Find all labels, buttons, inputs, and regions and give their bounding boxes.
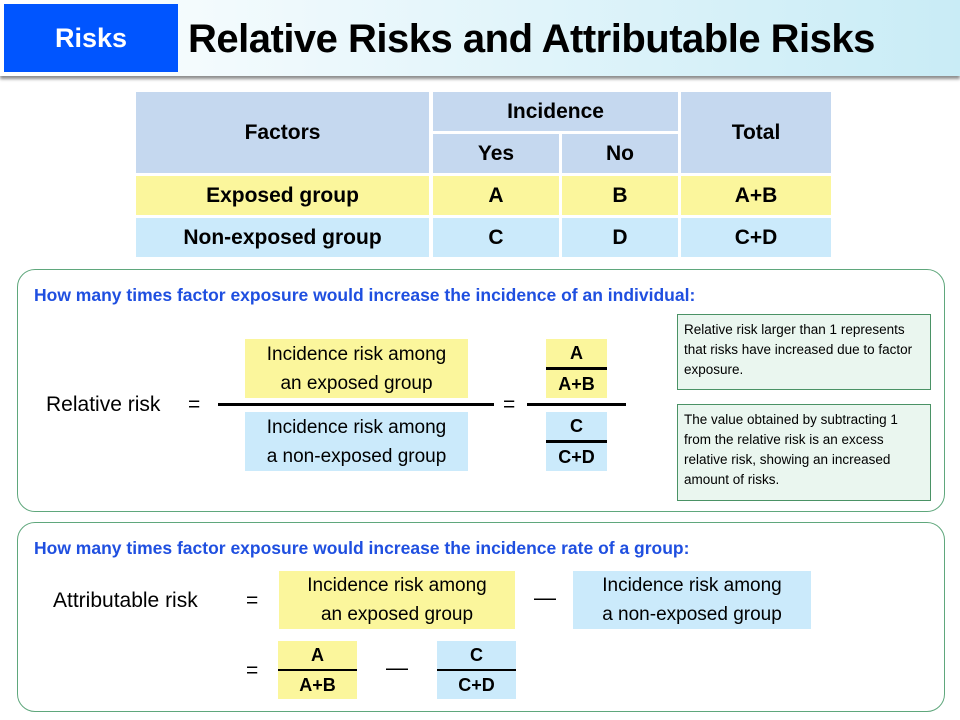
row-nonexposed-factor: Non-exposed group: [136, 218, 429, 257]
fraction-num: A: [570, 343, 583, 363]
denominator-line2: a non-exposed group: [266, 445, 447, 467]
fraction-den: A+B: [558, 374, 595, 394]
fraction-num: A: [311, 645, 324, 665]
row-exposed-no: B: [562, 176, 678, 215]
note-relative-risk: Relative risk larger than 1 represents t…: [677, 314, 931, 390]
page-title: Relative Risks and Attributable Risks: [188, 16, 875, 61]
attributable-risk-label: Attributable risk: [53, 589, 198, 612]
row-exposed-yes: A: [433, 176, 559, 215]
numerator-line1: Incidence risk among: [266, 343, 447, 365]
note-excess-relative-risk: The value obtained by subtracting 1 from…: [677, 404, 931, 501]
equals-sign-4: =: [246, 659, 259, 682]
term1-line1: Incidence risk among: [307, 575, 487, 596]
term-exposed-box: Incidence risk among an exposed group: [279, 571, 515, 629]
row-exposed-total: A+B: [681, 176, 831, 215]
minus-sign: —: [534, 585, 556, 610]
fraction-line: [278, 669, 357, 671]
denominator-box: Incidence risk among a non-exposed group: [245, 412, 468, 471]
fraction-den: C+D: [558, 447, 595, 467]
fraction-a-over-ab-2: A A+B: [278, 641, 357, 699]
fraction-line: [546, 440, 607, 443]
fraction-num: C: [470, 645, 483, 665]
equals-sign-3: =: [246, 589, 259, 612]
fraction-bar-2: [527, 403, 626, 406]
numerator-line2: an exposed group: [280, 372, 433, 394]
header-no: No: [562, 134, 678, 173]
fraction-num: C: [570, 416, 583, 436]
header-yes: Yes: [433, 134, 559, 173]
row-nonexposed-yes: C: [433, 218, 559, 257]
fraction-a-over-ab: A A+B: [546, 339, 607, 398]
fraction-den: A+B: [299, 675, 336, 695]
fraction-line: [437, 669, 516, 671]
fraction-c-over-cd: C C+D: [546, 412, 607, 471]
row-exposed-factor: Exposed group: [136, 176, 429, 215]
term2-line2: a non-exposed group: [602, 604, 782, 625]
header-incidence: Incidence: [433, 92, 678, 131]
equals-sign: =: [188, 393, 201, 416]
header-total: Total: [681, 92, 831, 173]
term1-line2: an exposed group: [320, 604, 474, 625]
equals-sign-2: =: [503, 393, 516, 416]
fraction-c-over-cd-2: C C+D: [437, 641, 516, 699]
fraction-line: [546, 367, 607, 370]
relative-risk-label: Relative risk: [46, 393, 161, 416]
fraction-bar: [218, 403, 494, 406]
header-factors: Factors: [136, 92, 429, 173]
relative-risk-question: How many times factor exposure would inc…: [34, 285, 696, 305]
attributable-risk-question: How many times factor exposure would inc…: [34, 538, 690, 558]
term-nonexposed-box: Incidence risk among a non-exposed group: [573, 571, 811, 629]
row-nonexposed-total: C+D: [681, 218, 831, 257]
denominator-line1: Incidence risk among: [266, 416, 447, 438]
term2-line1: Incidence risk among: [602, 575, 782, 596]
section-badge: Risks: [4, 4, 178, 72]
fraction-den: C+D: [458, 675, 495, 695]
minus-sign-2: —: [386, 655, 408, 680]
row-nonexposed-no: D: [562, 218, 678, 257]
numerator-box: Incidence risk among an exposed group: [245, 339, 468, 398]
